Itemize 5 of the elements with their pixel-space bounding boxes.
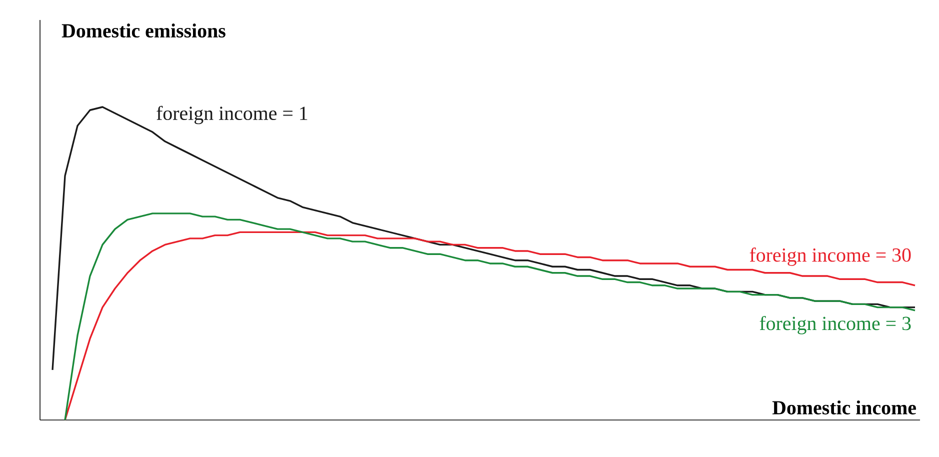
series-label: foreign income = 1 (156, 106, 308, 124)
y-axis-title: Domestic emissions (62, 24, 226, 38)
series-label: foreign income = 30 (750, 248, 911, 266)
x-axis-title: Domestic income (772, 400, 916, 414)
series-label: foreign income = 3 (760, 316, 911, 334)
